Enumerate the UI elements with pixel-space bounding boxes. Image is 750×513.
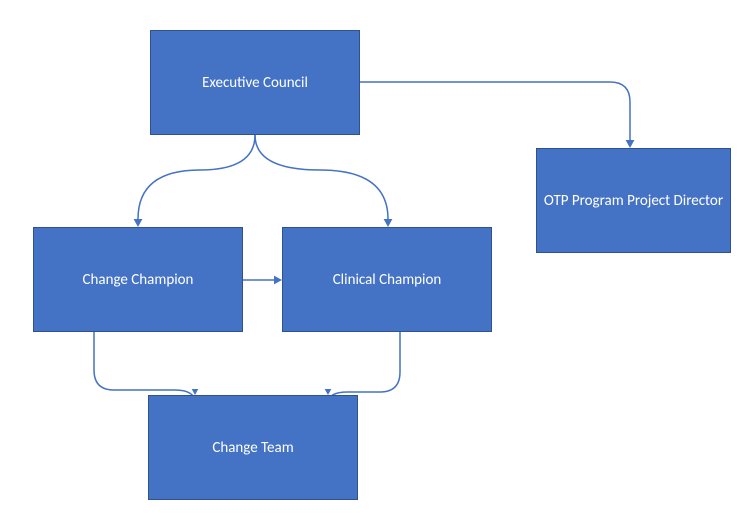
node-label: OTP Program Project Director (544, 192, 723, 210)
node-executive-council: Executive Council (150, 30, 360, 135)
node-clinical-champion: Clinical Champion (282, 227, 492, 332)
node-label: Change Champion (83, 271, 194, 289)
node-change-team: Change Team (148, 395, 358, 500)
node-change-champion: Change Champion (33, 227, 243, 332)
diagram-canvas: Executive Council OTP Program Project Di… (0, 0, 750, 513)
node-label: Executive Council (202, 74, 308, 92)
node-otp-director: OTP Program Project Director (536, 148, 731, 253)
node-label: Change Team (212, 439, 293, 457)
node-label: Clinical Champion (333, 271, 442, 289)
